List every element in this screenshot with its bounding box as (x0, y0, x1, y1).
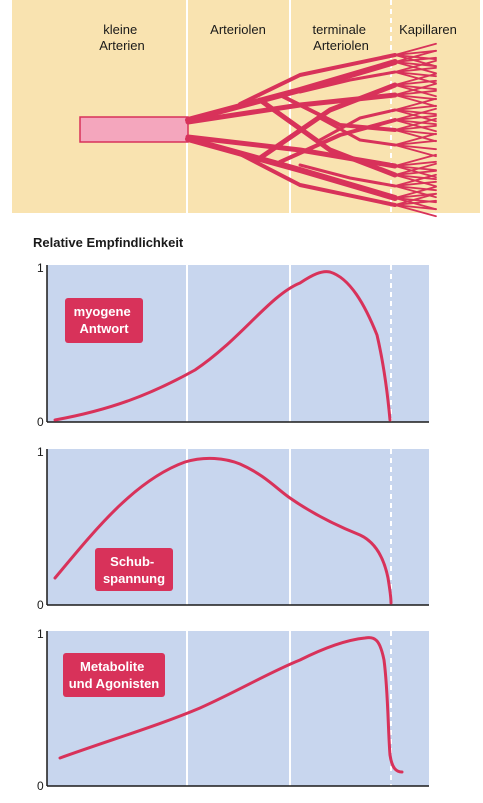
arteriole-branch (185, 59, 398, 123)
sensitivity-curve (53, 456, 393, 605)
capillary (394, 165, 437, 179)
capillary (394, 165, 437, 172)
panel-myogene-antwort: 1 0 myogene Antwort (37, 261, 429, 429)
capillary (394, 124, 437, 131)
capillary (394, 84, 437, 91)
panel-label-box (65, 298, 143, 343)
zone-label-kapillaren: Kapillaren (399, 22, 457, 37)
capillary (394, 97, 437, 111)
arteriole-branch (278, 93, 397, 132)
arteriole-branch (318, 108, 397, 142)
capillary (394, 109, 437, 116)
y-tick-min: 0 (37, 415, 44, 429)
panel-label-box (95, 548, 173, 591)
capillary (394, 160, 437, 167)
capillary (394, 49, 437, 56)
panel-label-box (63, 653, 165, 697)
capillary (394, 66, 437, 73)
capillary (394, 56, 437, 63)
capillary (394, 204, 437, 218)
capillary (394, 89, 437, 96)
arteriole-branch (238, 53, 397, 106)
capillary (394, 84, 437, 98)
capillary (394, 61, 437, 68)
capillary (394, 119, 437, 126)
capillary (394, 185, 437, 199)
small-artery-trunk (79, 116, 189, 143)
capillary (394, 129, 437, 136)
capillary (394, 139, 437, 146)
panel-label: myogene Antwort (74, 304, 135, 336)
capillary (394, 94, 437, 108)
sensitivity-curve (58, 636, 404, 774)
panel-label: Metabolite und Agonisten (69, 659, 160, 691)
capillary (394, 173, 437, 187)
capillary (394, 192, 437, 206)
arteriole-branch (257, 97, 398, 178)
capillary (394, 49, 437, 63)
y-tick-max: 1 (37, 261, 44, 275)
y-tick-max: 1 (37, 445, 44, 459)
capillary (394, 42, 437, 56)
capillary (394, 180, 437, 187)
vessel-diagram: kleine Arterien Arteriolen terminale Art… (12, 0, 480, 218)
capillary (394, 72, 437, 86)
sensitivity-curve (53, 270, 392, 422)
zone-label-terminale-arteriolen: terminale Arteriolen (312, 22, 369, 53)
zone-label-kleine-arterien: kleine Arterien (99, 22, 145, 53)
capillary (394, 192, 437, 199)
capillary (394, 132, 437, 146)
arteriole-branch (278, 118, 397, 164)
capillary (394, 82, 437, 96)
capillary (394, 144, 437, 158)
y-tick-min: 0 (37, 779, 44, 793)
capillary (394, 169, 437, 176)
arteriole-branch (298, 70, 397, 94)
arteriole-branch (298, 163, 397, 188)
capillary (394, 199, 437, 206)
arteriole-branch (257, 82, 398, 161)
capillary (394, 144, 437, 151)
capillary (394, 174, 437, 181)
capillary (394, 114, 437, 121)
capillary (394, 109, 437, 123)
capillary (394, 61, 437, 75)
capillary (394, 59, 437, 73)
capillary (394, 153, 437, 167)
capillary (394, 104, 437, 111)
panel-schubspannung: 1 0 Schub- spannung (37, 445, 429, 612)
section-title: Relative Empfindlichkeit (33, 235, 184, 250)
zone-label-arteriolen: Arteriolen (210, 22, 266, 37)
y-tick-max: 1 (37, 627, 44, 641)
arteriole-branch (318, 116, 397, 147)
capillary (394, 94, 437, 101)
capillary (394, 162, 437, 176)
panel-metabolite: 1 0 Metabolite und Agonisten (37, 627, 429, 793)
vessel-tree (79, 42, 437, 218)
capillary (394, 117, 437, 131)
panel-background (47, 265, 429, 422)
capillary (394, 204, 437, 211)
capillary (394, 119, 437, 133)
capillary (394, 129, 437, 143)
capillary (394, 107, 437, 121)
arteriole-branch (238, 152, 397, 207)
capillary (394, 79, 437, 86)
panel-label: Schub- spannung (103, 554, 165, 586)
arteriole-branch (185, 136, 398, 201)
y-tick-min: 0 (37, 598, 44, 612)
